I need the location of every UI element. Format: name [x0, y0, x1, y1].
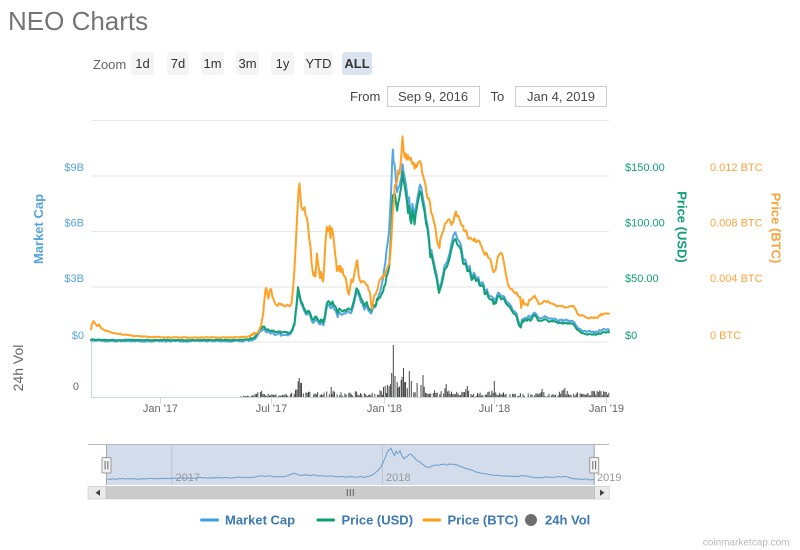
svg-text:$50.00: $50.00: [625, 273, 659, 285]
svg-text:Market Cap: Market Cap: [225, 513, 295, 528]
svg-text:Jan '17: Jan '17: [143, 403, 178, 415]
svg-text:0 BTC: 0 BTC: [710, 330, 741, 342]
svg-text:$3B: $3B: [64, 273, 84, 285]
svg-text:Price (BTC): Price (BTC): [448, 513, 519, 528]
svg-text:24h Vol: 24h Vol: [545, 513, 590, 528]
svg-text:Jan '19: Jan '19: [589, 403, 624, 415]
svg-text:2019: 2019: [597, 472, 621, 484]
svg-text:coinmarketcap.com: coinmarketcap.com: [703, 538, 790, 549]
svg-text:0.004 BTC: 0.004 BTC: [710, 273, 763, 285]
svg-text:Price (USD): Price (USD): [675, 191, 690, 263]
svg-text:$0: $0: [625, 330, 637, 342]
svg-text:$100.00: $100.00: [625, 218, 665, 230]
svg-text:0: 0: [73, 381, 79, 393]
svg-text:Price (BTC): Price (BTC): [769, 193, 784, 264]
svg-text:Market Cap: Market Cap: [31, 194, 46, 264]
svg-text:Jul '17: Jul '17: [256, 403, 287, 415]
svg-text:Price (USD): Price (USD): [342, 513, 414, 528]
svg-text:Jul '18: Jul '18: [479, 403, 510, 415]
svg-text:Jan '18: Jan '18: [367, 403, 402, 415]
svg-text:$6B: $6B: [64, 218, 84, 230]
svg-text:$9B: $9B: [64, 162, 84, 174]
svg-text:24h Vol: 24h Vol: [10, 345, 26, 392]
svg-text:2018: 2018: [386, 472, 410, 484]
svg-text:$150.00: $150.00: [625, 162, 665, 174]
svg-text:$0: $0: [72, 330, 84, 342]
svg-text:0.012 BTC: 0.012 BTC: [710, 162, 763, 174]
svg-text:0.008 BTC: 0.008 BTC: [710, 218, 763, 230]
svg-text:2017: 2017: [176, 472, 200, 484]
